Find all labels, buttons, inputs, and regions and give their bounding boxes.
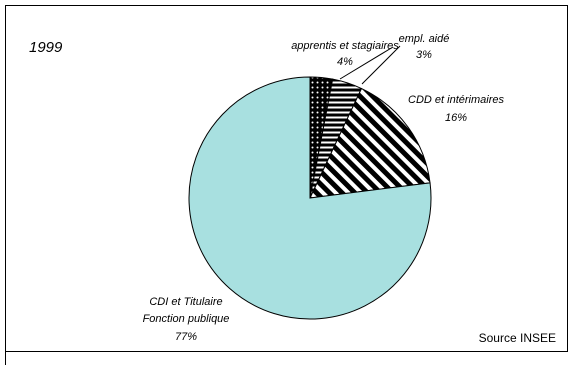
slice-label-empl-aide: empl. aidé bbox=[399, 33, 450, 45]
pie-slices bbox=[188, 76, 432, 320]
slice-label-cdi-line1: CDI et Titulaire bbox=[149, 296, 222, 308]
chart-title: 1999 bbox=[29, 39, 63, 56]
pie-slice-2 bbox=[309, 87, 431, 199]
leader-line-empl bbox=[361, 45, 401, 85]
slice-percent-empl-aide: 3% bbox=[416, 49, 432, 61]
source-note: Source INSEE bbox=[479, 331, 556, 345]
slice-label-cdi-line2: Fonction publique bbox=[143, 313, 230, 325]
leader-line-apprentis bbox=[339, 46, 394, 80]
frame-edge bbox=[5, 352, 6, 365]
slice-label-cdd: CDD et intérimaires bbox=[408, 94, 504, 106]
slice-percent-cdd: 16% bbox=[445, 112, 467, 124]
slice-label-apprentis: apprentis et stagiaires bbox=[291, 40, 399, 52]
slice-percent-apprentis: 4% bbox=[337, 56, 353, 68]
pie-slice-3 bbox=[188, 76, 432, 320]
slice-percent-cdi: 77% bbox=[175, 331, 197, 343]
